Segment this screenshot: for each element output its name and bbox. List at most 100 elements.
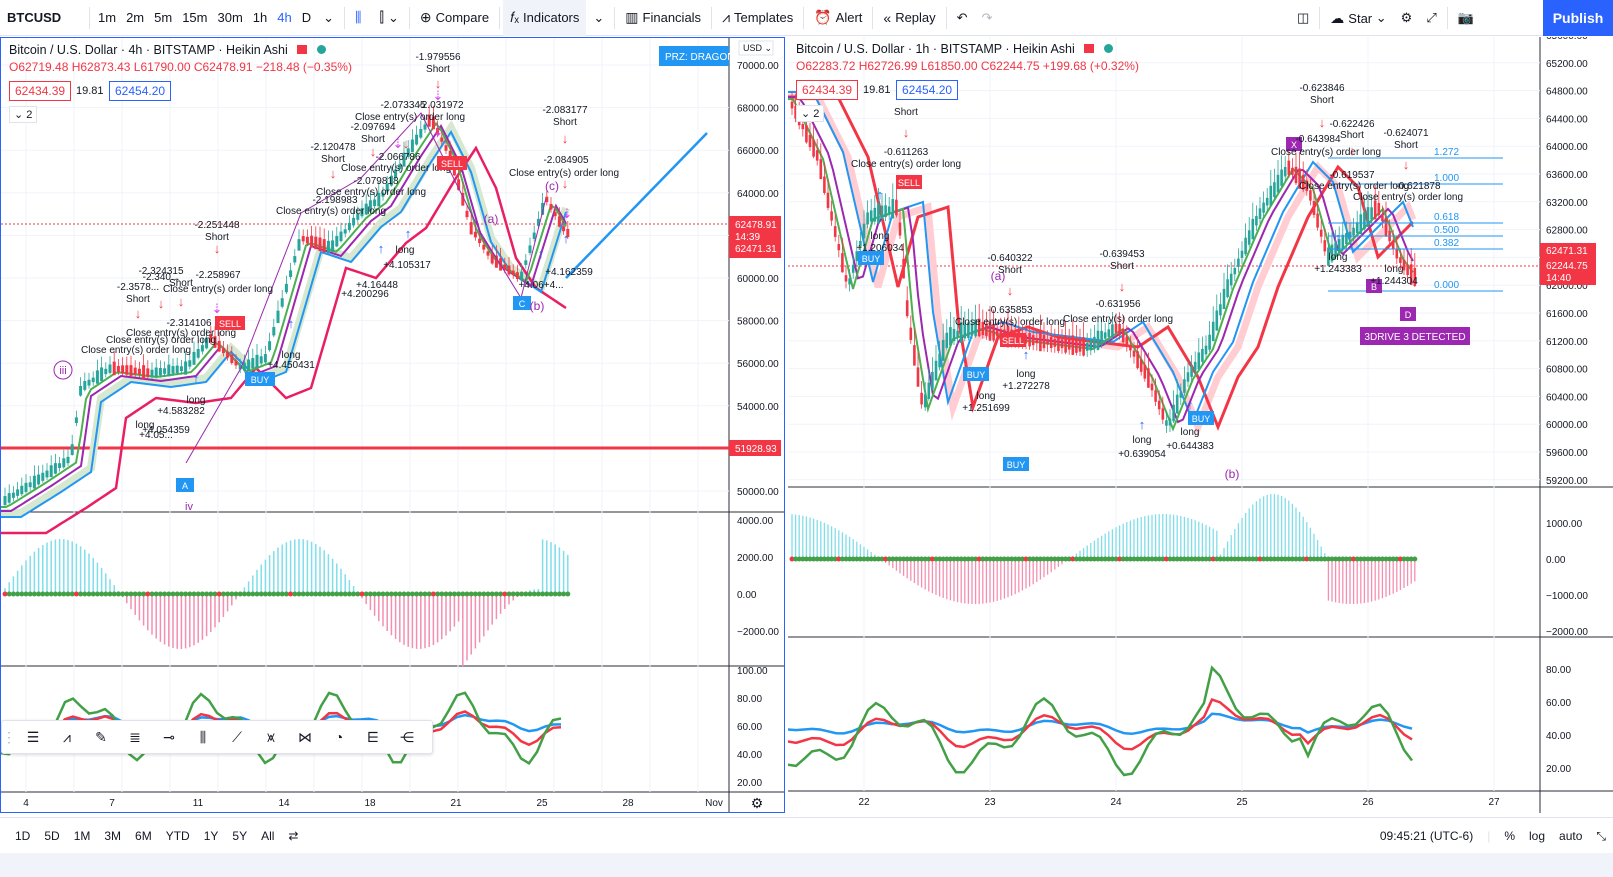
right-ask-box[interactable]: 62454.20 [896, 80, 959, 100]
elliott-wave-icon[interactable]: ⩙ [267, 728, 275, 745]
timeframe-1m[interactable]: 1m [98, 10, 117, 25]
right-bid-box[interactable]: 62434.39 [796, 80, 859, 100]
date-range-button[interactable]: ⇄ [281, 829, 305, 843]
star-button[interactable]: ☁ Star ⌄ [1330, 9, 1387, 26]
settings-button[interactable]: ⚙ [1394, 0, 1420, 36]
candle-body [1273, 182, 1276, 198]
resize-icon: ⤡ [1596, 828, 1606, 843]
replay-button[interactable]: «Replay [876, 0, 942, 36]
redo-button[interactable]: ↷ [975, 0, 1000, 36]
candle-type-button[interactable]: ⫿ ⌄ [379, 9, 399, 25]
auto-toggle[interactable]: auto [1559, 829, 1583, 843]
range-ytd[interactable]: YTD [165, 828, 190, 843]
left-bid-box[interactable]: 62434.39 [9, 81, 72, 101]
horizontal-ray-icon[interactable]: ⊸ [163, 728, 175, 745]
symbol-search[interactable]: BTCUSD [7, 10, 62, 25]
layout-button[interactable]: ◫ [1290, 0, 1316, 36]
drag-handle[interactable]: ⋮ [2, 728, 16, 745]
clock[interactable]: 09:45:21 (UTC-6) [1379, 829, 1474, 843]
candle-body [490, 254, 494, 264]
divider: | [1487, 829, 1491, 843]
osc-zero-dot [523, 591, 529, 597]
osc-zero-dot [174, 591, 180, 597]
right-chart-canvas[interactable]: 65600.00 65200.00 64800.00 64400.00 64000.00… [788, 37, 1613, 813]
osc-zero-dot [1235, 556, 1241, 562]
undo-button[interactable]: ↶ [950, 0, 975, 36]
signal-annotation: Close entry(s) order long [355, 112, 465, 123]
flag-icon[interactable] [297, 45, 308, 54]
range-5y[interactable]: 5Y [232, 828, 248, 843]
gann-icon[interactable]: ◔ [334, 729, 344, 745]
bottom-panel-strip [0, 853, 1613, 877]
candle-body [1031, 335, 1035, 346]
range-1y[interactable]: 1Y [203, 828, 219, 843]
osc-zero-dot [254, 591, 260, 597]
timeframe-2m[interactable]: 2m [126, 10, 145, 25]
fullscreen-button[interactable]: ⤢ [1419, 0, 1443, 36]
range-6m[interactable]: 6M [135, 828, 152, 843]
bar-style-button[interactable]: ⫼ [348, 0, 372, 36]
candle-body [121, 365, 125, 374]
currency-selector[interactable] [738, 40, 774, 56]
signal-annotation: -2.198983 [312, 195, 357, 206]
osc-zero-dot [275, 591, 281, 597]
timeframe-5m[interactable]: 5m [154, 10, 173, 25]
timeframe-30m[interactable]: 30m [217, 10, 243, 25]
osc-zero-dot [991, 556, 997, 562]
compare-button[interactable]: ⊕ Compare [413, 0, 496, 36]
range-3m[interactable]: 3M [104, 828, 122, 843]
pen-icon[interactable]: ✎ [95, 728, 107, 745]
trend-line-icon[interactable]: ⟋ [232, 728, 242, 745]
log-toggle[interactable]: log [1529, 829, 1546, 843]
channel-icon[interactable]: ≣ [129, 728, 141, 745]
range-1m[interactable]: 1M [73, 828, 91, 843]
time-axis-label: 11 [193, 798, 204, 809]
fib-extension-icon[interactable]: ⋲ [400, 728, 414, 745]
short-arrow-icon: ↓ [1319, 115, 1326, 130]
range-all[interactable]: All [261, 828, 275, 843]
zigzag-line[interactable] [185, 112, 547, 464]
timeframe-15m[interactable]: 15m [182, 10, 208, 25]
left-chart-canvas[interactable]: 70000.0068000.0066000.0064000.0062000.00… [1, 38, 785, 813]
right-chart-panel[interactable]: 65600.00 65200.00 64800.00 64400.00 64000.00… [788, 37, 1613, 813]
left-collapse-indicators[interactable]: ⌄ 2 [9, 106, 38, 123]
flag-icon[interactable] [1084, 44, 1095, 53]
left-ask-box[interactable]: 62454.20 [109, 81, 172, 101]
abcd-pattern-icon[interactable]: ⩘ [63, 728, 71, 745]
xabcd-pattern-icon[interactable]: ⋈ [298, 728, 312, 745]
resize-handle[interactable]: ⤡ [1589, 829, 1613, 844]
osc-zero-dot [1214, 556, 1220, 562]
osc-zero-dot [857, 556, 863, 562]
projection-line[interactable] [565, 132, 708, 279]
timeframe-4h[interactable]: 4h [277, 10, 292, 25]
osc-zero-dot [1070, 556, 1076, 562]
financials-label: Financials [642, 10, 702, 25]
candle-body [1172, 404, 1175, 422]
candle-body [1107, 329, 1111, 337]
price-tag-bg [1540, 243, 1596, 285]
financials-button[interactable]: ▥ Financials [618, 0, 708, 36]
percent-toggle[interactable]: % [1504, 829, 1516, 843]
range-5d[interactable]: 5D [44, 828, 60, 843]
camera-icon: 📷 [1457, 10, 1474, 25]
range-1d[interactable]: 1D [15, 828, 31, 843]
osc-zero-dot [1257, 556, 1263, 562]
fib-retracement-icon[interactable]: ⋿ [366, 728, 380, 745]
left-chart-panel[interactable]: 70000.0068000.0066000.0064000.0062000.00… [0, 37, 785, 813]
timeframe-dropdown[interactable]: ⌄ [323, 9, 335, 25]
alert-button[interactable]: ⏰ Alert [807, 0, 869, 36]
buy-label-bg [1003, 457, 1029, 471]
osc-zero-dot [836, 556, 842, 562]
timeframe-D[interactable]: D [301, 10, 312, 25]
templates-button[interactable]: ⩘ Templates [715, 0, 800, 36]
publish-button[interactable]: Publish [1543, 0, 1613, 36]
indicators-button[interactable]: 𝑓ₓ Indicators [503, 0, 587, 36]
candles-tool-icon[interactable]: ⫼ [199, 728, 207, 745]
timeframe-1h[interactable]: 1h [252, 10, 268, 25]
lines-icon[interactable]: ☰ [26, 728, 40, 745]
snapshot-button[interactable]: 📷 [1451, 0, 1481, 36]
right-collapse-indicators[interactable]: ⌄ 2 [796, 105, 825, 122]
osc-zero-dot [204, 591, 210, 597]
indicators-dropdown[interactable]: ⌄ [593, 9, 605, 25]
osc-zero-dot [65, 591, 71, 597]
